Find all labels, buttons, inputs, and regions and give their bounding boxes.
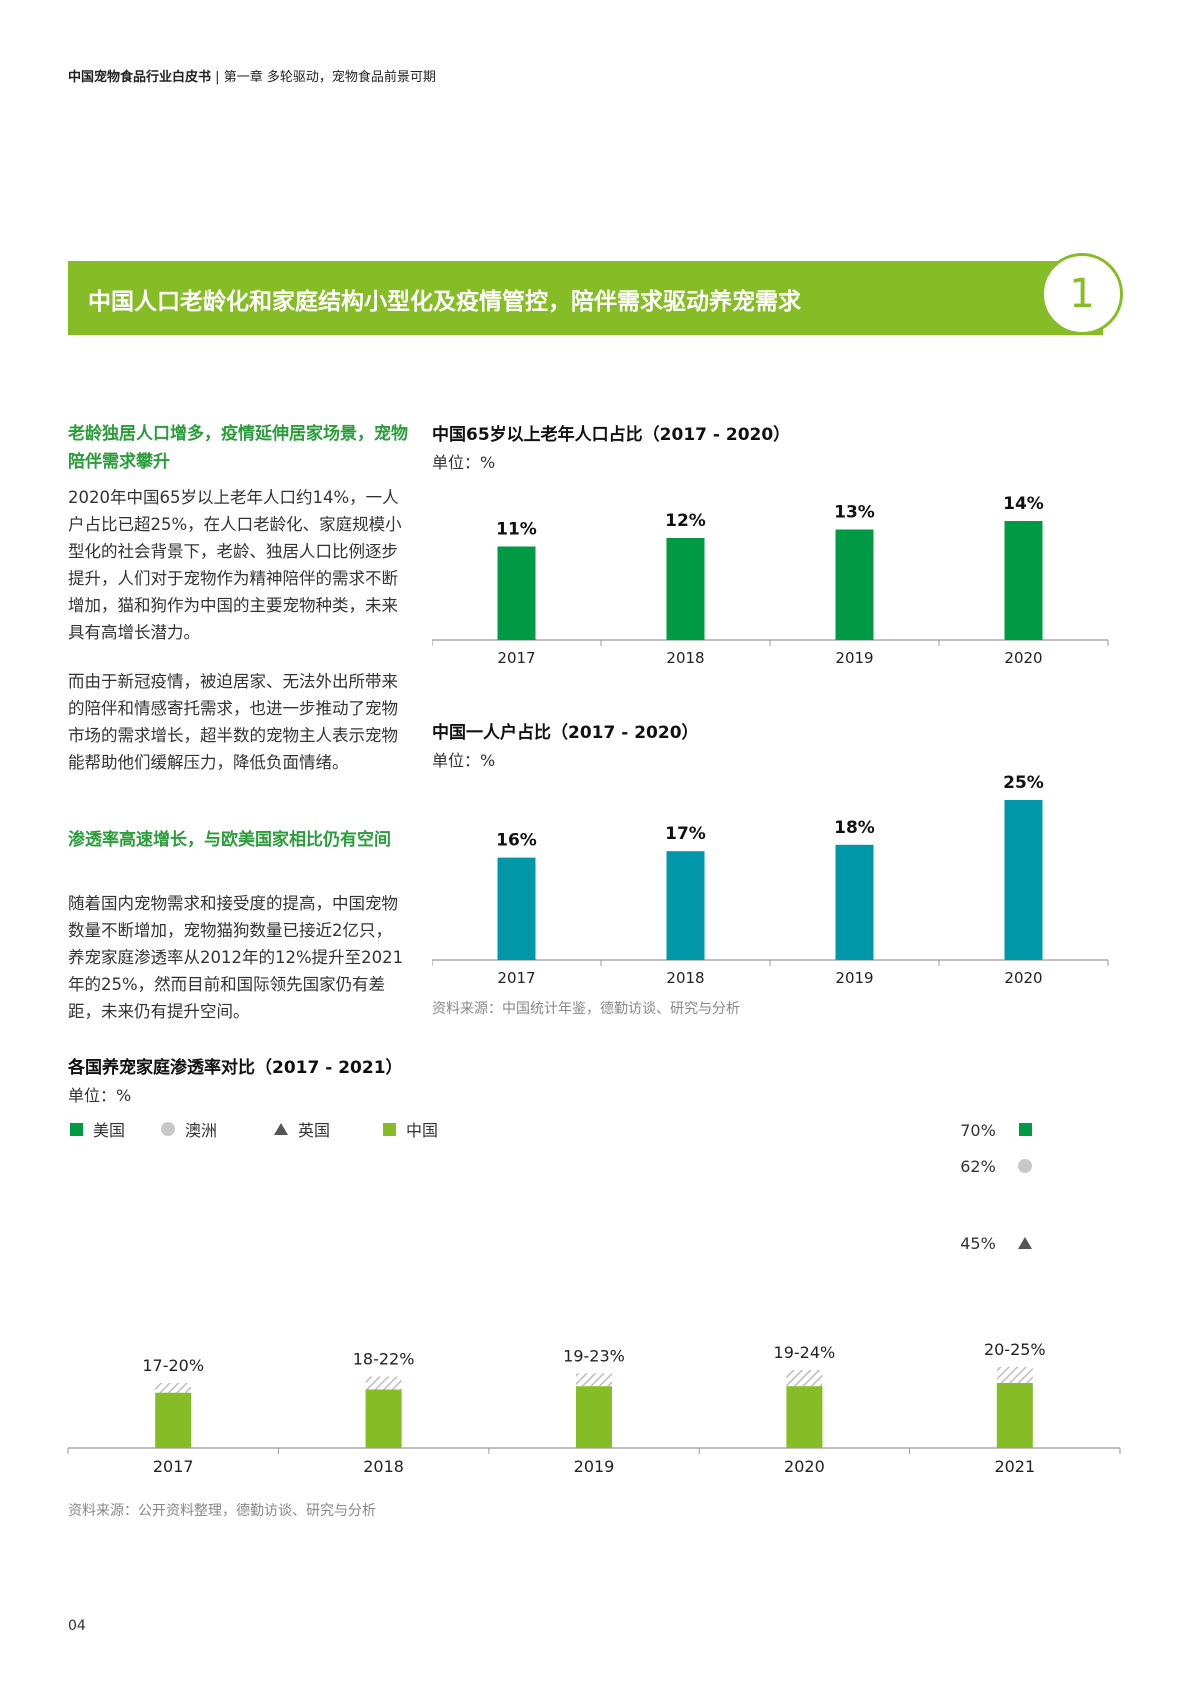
legend-label: 中国 <box>406 1121 439 1140</box>
range-extension-bar <box>155 1383 192 1393</box>
single-chart-unit: 单位：% <box>432 751 496 770</box>
bar <box>1004 521 1043 640</box>
heading-penetration: 渗透率高速增长，与欧美国家相比仍有空间 <box>68 830 391 850</box>
reference-value-label: 70% <box>960 1121 996 1140</box>
x-tick-label: 2017 <box>153 1457 194 1476</box>
x-tick-label: 2019 <box>835 969 873 987</box>
section-banner <box>68 261 1103 335</box>
elderly-chart-unit: 单位：% <box>432 453 496 472</box>
penetration-comparison-chart: 17-20% 2017 18-22% 2018 19-23% 2019 19-24% 2020… <box>67 1121 1121 1476</box>
bar <box>1004 800 1043 960</box>
square-marker-icon <box>1019 1123 1032 1136</box>
bar <box>666 851 705 960</box>
circle-marker-icon <box>161 1122 175 1136</box>
legend-label: 澳洲 <box>185 1121 218 1140</box>
triangle-marker-icon <box>274 1123 288 1135</box>
legend-label: 美国 <box>93 1121 126 1140</box>
x-tick-label: 2020 <box>784 1457 825 1476</box>
page-number: 04 <box>68 1618 86 1634</box>
china-bar <box>155 1392 192 1448</box>
square-marker-icon <box>70 1122 83 1136</box>
x-tick-label: 2018 <box>666 649 704 667</box>
china-bar <box>786 1386 823 1448</box>
x-tick-label: 2018 <box>363 1457 404 1476</box>
section-number-badge: 1 <box>1041 253 1123 335</box>
circle-marker-icon <box>1018 1159 1032 1173</box>
bar <box>666 538 705 640</box>
x-tick-label: 2018 <box>666 969 704 987</box>
legend-usa: 美国 <box>70 1117 125 1141</box>
elderly-chart-title: 中国65岁以上老年人口占比（2017 - 2020） <box>432 425 791 445</box>
source-note-1: 资料来源：中国统计年鉴，德勤访谈、研究与分析 <box>432 1001 740 1017</box>
paragraph-covid: 而由于新冠疫情，被迫居家、无法外出所带来的陪伴和情感寄托需求，也进一步推动了宠物… <box>68 672 398 772</box>
header-separator: | <box>215 70 220 85</box>
bar-value-label: 25% <box>1003 773 1044 793</box>
range-label: 17-20% <box>142 1356 204 1375</box>
square-marker-icon <box>383 1122 396 1136</box>
penetration-chart-title: 各国养宠家庭渗透率对比（2017 - 2021） <box>68 1058 403 1078</box>
x-tick-label: 2019 <box>574 1457 615 1476</box>
range-label: 18-22% <box>353 1350 415 1369</box>
bar <box>835 844 874 960</box>
bar <box>497 857 536 960</box>
bar <box>835 529 874 640</box>
running-header: 中国宠物食品行业白皮书 | 第一章 多轮驱动，宠物食品前景可期 <box>68 66 436 85</box>
china-bar <box>996 1383 1033 1448</box>
single-chart-title: 中国一人户占比（2017 - 2020） <box>432 723 699 743</box>
bar-value-label: 13% <box>834 503 875 523</box>
x-tick-label: 2017 <box>497 649 535 667</box>
legend-china: 中国 <box>383 1117 438 1141</box>
range-label: 19-23% <box>563 1346 625 1365</box>
range-label: 20-25% <box>984 1340 1046 1359</box>
bar-value-label: 14% <box>1003 494 1044 514</box>
bar-value-label: 12% <box>665 511 706 531</box>
reference-value-label: 45% <box>960 1234 996 1253</box>
bar-value-label: 18% <box>834 818 875 838</box>
x-tick-label: 2017 <box>497 969 535 987</box>
range-extension-bar <box>365 1376 402 1390</box>
banner-title: 中国人口老龄化和家庭结构小型化及疫情管控，陪伴需求驱动养宠需求 <box>88 289 801 315</box>
paragraph-aging: 2020年中国65岁以上老年人口约14%，一人户占比已超25%，在人口老龄化、家… <box>68 488 402 642</box>
legend-label: 英国 <box>298 1121 331 1140</box>
x-tick-label: 2021 <box>994 1457 1035 1476</box>
single-household-bar-chart: 16% 2017 17% 2018 18% 2019 25% 2020 <box>432 773 1109 987</box>
source-note-2: 资料来源：公开资料整理，德勤访谈、研究与分析 <box>68 1503 376 1519</box>
range-extension-bar <box>576 1373 612 1387</box>
bar-value-label: 11% <box>496 520 537 540</box>
paragraph-penetration: 随着国内宠物需求和接受度的提高，中国宠物数量不断增加，宠物猫狗数量已接近2亿只，… <box>68 894 404 1021</box>
x-tick-label: 2020 <box>1004 649 1042 667</box>
range-extension-bar <box>996 1366 1033 1383</box>
x-tick-label: 2019 <box>835 649 873 667</box>
bar <box>497 546 536 640</box>
china-bar <box>576 1386 612 1448</box>
heading-aging: 老龄独居人口增多，疫情延伸居家场景，宠物陪伴需求攀升 <box>68 424 408 472</box>
x-tick-label: 2020 <box>1004 969 1042 987</box>
chapter-title: 第一章 多轮驱动，宠物食品前景可期 <box>223 70 436 85</box>
bar-value-label: 16% <box>496 831 537 851</box>
elderly-bar-chart: 11% 2017 12% 2018 13% 2019 14% 2020 <box>432 494 1109 667</box>
doc-title: 中国宠物食品行业白皮书 <box>68 70 212 85</box>
triangle-marker-icon <box>1018 1237 1032 1249</box>
reference-value-label: 62% <box>960 1157 996 1176</box>
range-extension-bar <box>786 1370 823 1387</box>
legend-australia: 澳洲 <box>161 1117 217 1141</box>
china-bar <box>365 1389 402 1448</box>
legend-uk: 英国 <box>274 1117 330 1141</box>
bar-value-label: 17% <box>665 824 706 844</box>
range-label: 19-24% <box>774 1343 836 1362</box>
penetration-chart-unit: 单位：% <box>68 1086 132 1105</box>
